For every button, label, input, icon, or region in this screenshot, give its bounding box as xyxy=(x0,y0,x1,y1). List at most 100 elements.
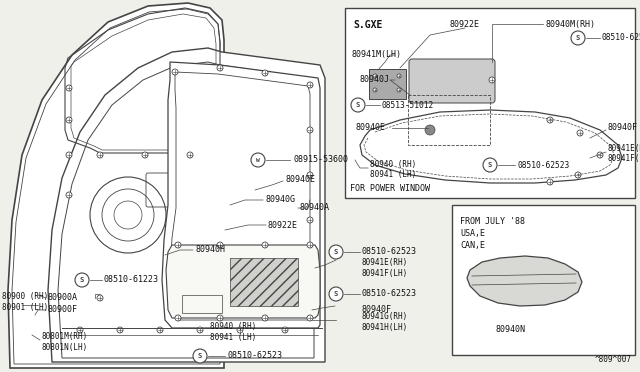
Text: 80941E(RH): 80941E(RH) xyxy=(608,144,640,153)
Text: FOR POWER WINDOW: FOR POWER WINDOW xyxy=(350,184,430,193)
Circle shape xyxy=(77,327,83,333)
Text: 80941 (LH): 80941 (LH) xyxy=(370,170,416,180)
Circle shape xyxy=(172,69,178,75)
Circle shape xyxy=(187,152,193,158)
Circle shape xyxy=(217,315,223,321)
Circle shape xyxy=(175,315,181,321)
Text: USA,E: USA,E xyxy=(460,229,485,238)
Circle shape xyxy=(157,327,163,333)
Polygon shape xyxy=(467,256,582,306)
Text: 80940F: 80940F xyxy=(608,124,638,132)
Text: 08510-62523: 08510-62523 xyxy=(362,247,417,257)
Circle shape xyxy=(425,125,435,135)
Text: S: S xyxy=(334,249,338,255)
Text: 80941G(RH)
80941H(LH): 80941G(RH) 80941H(LH) xyxy=(362,312,408,333)
Polygon shape xyxy=(48,48,325,362)
Text: 80940 (RH): 80940 (RH) xyxy=(370,160,416,170)
Text: 80940A: 80940A xyxy=(300,203,330,212)
Polygon shape xyxy=(8,3,224,368)
Circle shape xyxy=(307,172,313,178)
Text: 80940E: 80940E xyxy=(355,124,385,132)
Text: 80940M(RH): 80940M(RH) xyxy=(545,20,595,29)
Text: 08510-62523: 08510-62523 xyxy=(362,289,417,298)
Circle shape xyxy=(75,273,89,287)
Text: S.GXE: S.GXE xyxy=(353,20,382,30)
Text: 80801M(RH)
80801N(LH): 80801M(RH) 80801N(LH) xyxy=(42,331,88,352)
Circle shape xyxy=(329,245,343,259)
Circle shape xyxy=(373,74,377,78)
Circle shape xyxy=(217,65,223,71)
Circle shape xyxy=(489,77,495,83)
Text: 80900 (RH)
80901 (LH): 80900 (RH) 80901 (LH) xyxy=(2,292,48,312)
Text: 80941M(LH): 80941M(LH) xyxy=(352,51,402,60)
Circle shape xyxy=(66,192,72,198)
Text: S: S xyxy=(356,102,360,108)
Circle shape xyxy=(575,172,581,178)
Circle shape xyxy=(397,88,401,92)
Circle shape xyxy=(307,127,313,133)
Text: 08510-62523: 08510-62523 xyxy=(602,33,640,42)
Polygon shape xyxy=(162,62,320,328)
Text: 80940 (RH)
80941 (LH): 80940 (RH) 80941 (LH) xyxy=(210,322,256,342)
Circle shape xyxy=(373,88,377,92)
Text: W: W xyxy=(256,157,260,163)
Text: S: S xyxy=(576,35,580,41)
Circle shape xyxy=(307,82,313,88)
Circle shape xyxy=(175,242,181,248)
Text: 80900F: 80900F xyxy=(48,305,78,314)
Circle shape xyxy=(547,117,553,123)
Circle shape xyxy=(66,85,72,91)
Circle shape xyxy=(329,287,343,301)
Text: 80922E: 80922E xyxy=(268,221,298,230)
Text: ^809^007: ^809^007 xyxy=(595,355,632,364)
Circle shape xyxy=(66,152,72,158)
Text: 08513-51012: 08513-51012 xyxy=(382,100,435,109)
Circle shape xyxy=(197,327,203,333)
Circle shape xyxy=(547,179,553,185)
Circle shape xyxy=(483,158,497,172)
Circle shape xyxy=(282,327,288,333)
Text: 80940G: 80940G xyxy=(265,196,295,205)
Circle shape xyxy=(571,31,585,45)
Circle shape xyxy=(577,130,583,136)
Text: 08510-61223: 08510-61223 xyxy=(104,276,159,285)
Polygon shape xyxy=(360,110,622,183)
Text: S: S xyxy=(198,353,202,359)
FancyBboxPatch shape xyxy=(345,8,635,198)
Text: 08915-53600: 08915-53600 xyxy=(293,155,348,164)
Text: 80941F(LH): 80941F(LH) xyxy=(608,154,640,163)
Circle shape xyxy=(66,117,72,123)
Text: 80940N: 80940N xyxy=(495,326,525,334)
Circle shape xyxy=(193,349,207,363)
FancyBboxPatch shape xyxy=(409,59,495,103)
Text: 80940E: 80940E xyxy=(285,176,315,185)
Text: 80900A: 80900A xyxy=(48,294,78,302)
Circle shape xyxy=(351,98,365,112)
Text: 80941E(RH)
80941F(LH): 80941E(RH) 80941F(LH) xyxy=(362,257,408,278)
Circle shape xyxy=(307,315,313,321)
Text: CAN,E: CAN,E xyxy=(460,241,485,250)
Text: S: S xyxy=(334,291,338,297)
Text: S: S xyxy=(80,277,84,283)
Text: 08510-62523: 08510-62523 xyxy=(227,352,282,360)
FancyBboxPatch shape xyxy=(452,205,635,355)
FancyBboxPatch shape xyxy=(369,69,406,99)
Text: 80940F: 80940F xyxy=(362,305,392,314)
Circle shape xyxy=(97,295,103,301)
Polygon shape xyxy=(166,245,320,318)
Text: 80940J: 80940J xyxy=(360,76,390,84)
FancyBboxPatch shape xyxy=(230,258,298,306)
Text: 80940H: 80940H xyxy=(195,246,225,254)
Circle shape xyxy=(262,242,268,248)
Circle shape xyxy=(262,315,268,321)
Circle shape xyxy=(237,327,243,333)
Circle shape xyxy=(262,70,268,76)
Circle shape xyxy=(251,153,265,167)
Circle shape xyxy=(97,152,103,158)
Text: FROM JULY '88: FROM JULY '88 xyxy=(460,217,525,226)
Circle shape xyxy=(397,74,401,78)
Text: S: S xyxy=(488,162,492,168)
Circle shape xyxy=(217,242,223,248)
Circle shape xyxy=(597,152,603,158)
Text: 80922E: 80922E xyxy=(450,20,480,29)
